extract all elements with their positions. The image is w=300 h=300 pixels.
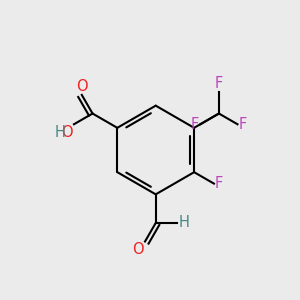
Text: O: O (76, 79, 88, 94)
Text: F: F (215, 76, 223, 91)
Text: H: H (55, 125, 66, 140)
Text: H: H (178, 215, 189, 230)
Text: F: F (191, 117, 199, 132)
Text: O: O (61, 125, 73, 140)
Text: F: F (215, 176, 223, 191)
Text: F: F (238, 117, 247, 132)
Text: O: O (132, 242, 144, 257)
